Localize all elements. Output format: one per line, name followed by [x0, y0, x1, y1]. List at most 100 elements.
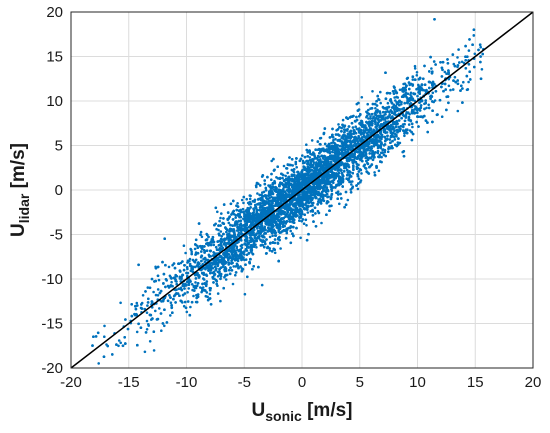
data-point	[356, 187, 360, 191]
data-point	[192, 285, 196, 289]
data-point	[241, 207, 245, 211]
data-point	[386, 101, 390, 105]
data-point	[467, 80, 470, 84]
data-point	[385, 131, 389, 134]
data-point	[375, 99, 378, 103]
data-point	[320, 221, 323, 225]
data-point	[371, 90, 374, 93]
data-point	[465, 74, 469, 78]
data-point	[337, 123, 340, 126]
data-point	[393, 129, 396, 133]
data-point	[400, 102, 403, 106]
data-point	[219, 230, 223, 233]
data-point	[154, 293, 158, 297]
data-point	[403, 134, 406, 138]
data-point	[260, 283, 264, 287]
data-point	[237, 231, 241, 234]
data-point	[413, 78, 417, 81]
data-point	[460, 60, 464, 64]
data-point	[261, 191, 264, 194]
data-point	[322, 147, 325, 150]
data-point	[189, 280, 192, 283]
data-point	[456, 56, 459, 59]
data-point	[316, 156, 319, 160]
data-point	[287, 186, 291, 189]
data-point	[189, 269, 193, 273]
data-point	[410, 130, 413, 134]
data-point	[316, 202, 320, 206]
data-point	[218, 219, 221, 223]
data-point	[409, 93, 412, 97]
data-point	[220, 235, 223, 238]
data-point	[281, 176, 284, 180]
data-point	[265, 252, 268, 255]
data-point	[434, 63, 437, 66]
data-point	[184, 251, 187, 255]
data-point	[393, 96, 396, 99]
data-point	[462, 80, 465, 84]
data-point	[141, 294, 145, 297]
data-point	[253, 235, 257, 239]
data-point	[309, 204, 313, 208]
data-point	[248, 197, 252, 201]
data-point	[332, 138, 335, 142]
data-point	[429, 97, 432, 101]
data-point	[424, 119, 428, 122]
data-point	[322, 157, 325, 160]
data-point	[244, 258, 248, 261]
data-point	[409, 91, 413, 95]
data-point	[286, 203, 290, 206]
data-point	[386, 150, 390, 153]
data-point	[292, 171, 296, 174]
data-point	[289, 229, 293, 233]
data-point	[146, 304, 149, 307]
data-point	[185, 310, 189, 314]
data-point	[273, 251, 277, 255]
data-point	[151, 317, 154, 320]
data-point	[209, 243, 213, 247]
data-point	[397, 137, 400, 140]
data-point	[224, 278, 228, 281]
data-point	[343, 131, 346, 134]
data-point	[260, 193, 263, 197]
data-point	[431, 91, 435, 95]
data-point	[479, 45, 483, 49]
data-point	[146, 286, 150, 289]
data-point	[473, 65, 476, 69]
data-point	[350, 121, 354, 125]
data-point	[234, 273, 237, 277]
data-point	[156, 294, 160, 297]
data-point	[452, 79, 455, 82]
data-point	[229, 229, 232, 233]
data-point	[398, 88, 402, 92]
data-point	[194, 258, 198, 262]
data-point	[354, 125, 358, 128]
data-point	[449, 88, 452, 92]
data-point	[243, 220, 247, 223]
data-point	[323, 142, 327, 146]
data-point	[425, 89, 428, 92]
data-point	[268, 235, 272, 239]
data-point	[372, 144, 376, 148]
data-point	[326, 150, 330, 154]
data-point	[352, 164, 355, 167]
data-point	[219, 216, 222, 220]
data-point	[282, 164, 286, 168]
data-point	[360, 136, 364, 139]
data-point	[357, 177, 361, 181]
data-point	[379, 101, 383, 105]
data-point	[243, 292, 247, 296]
data-point	[163, 237, 166, 240]
data-point	[252, 243, 255, 246]
data-point	[135, 301, 139, 305]
data-point	[397, 119, 401, 122]
data-point	[355, 167, 359, 170]
data-point	[156, 274, 160, 278]
data-point	[271, 207, 275, 210]
data-point	[367, 108, 370, 112]
data-point	[290, 168, 294, 172]
data-point	[355, 118, 359, 122]
data-point	[295, 166, 299, 169]
data-point	[314, 163, 318, 166]
data-point	[342, 170, 346, 173]
